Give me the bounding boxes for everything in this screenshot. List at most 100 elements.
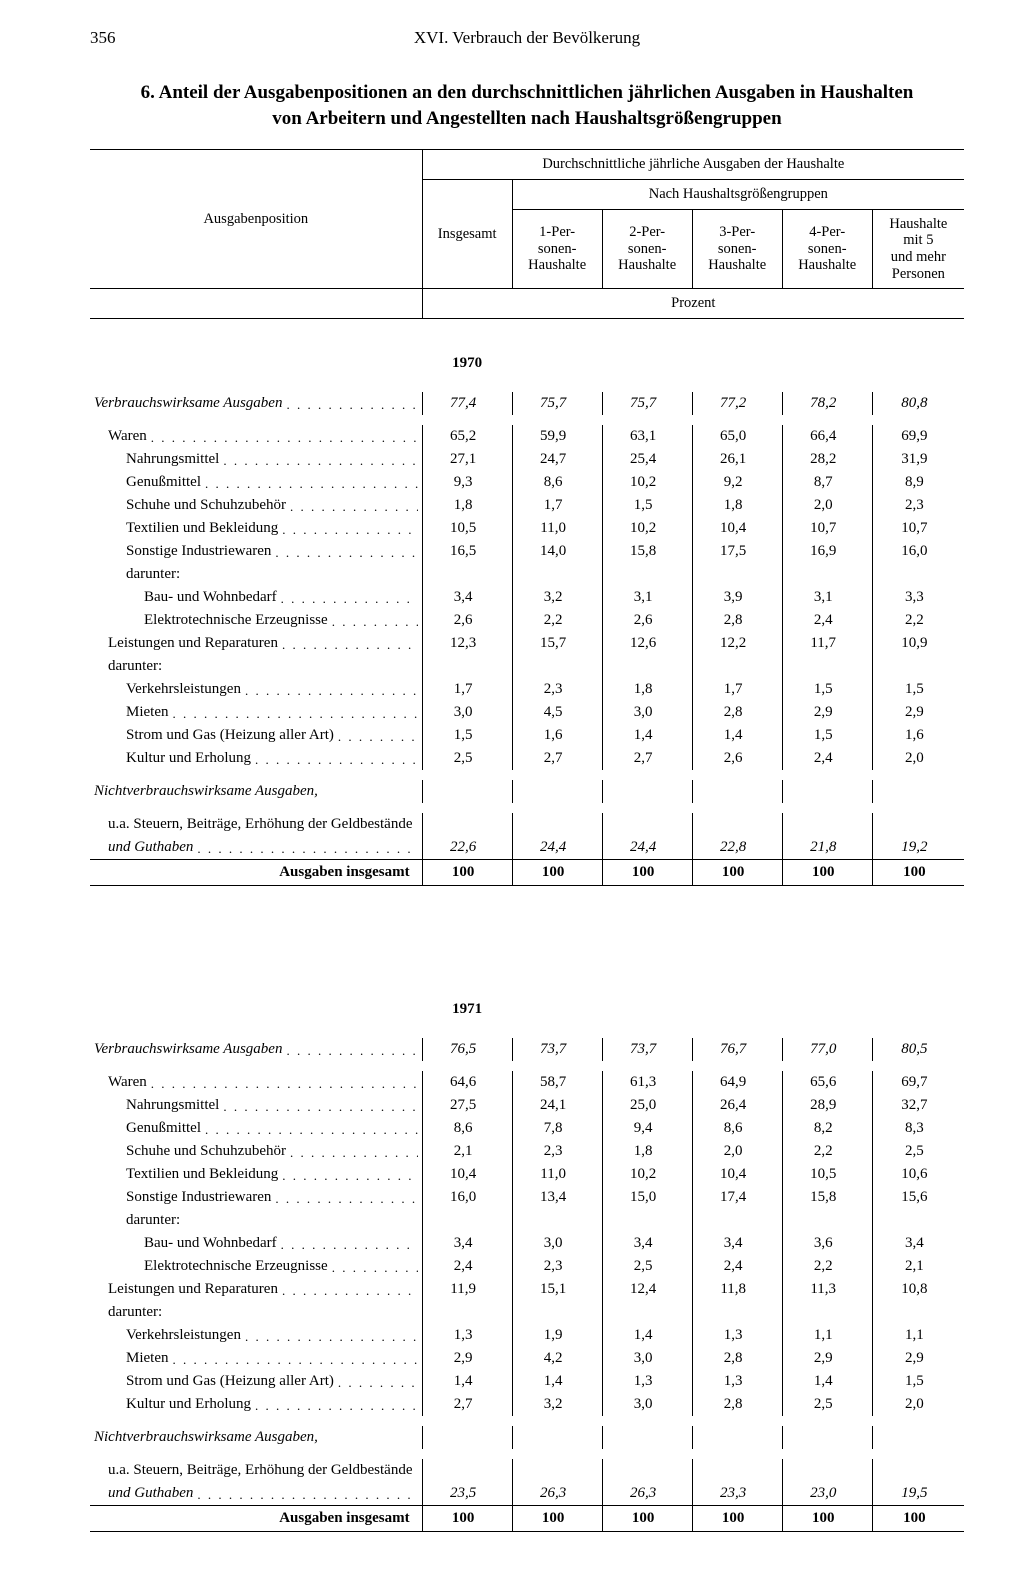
row-label: darunter:: [90, 655, 422, 678]
cell: 2,0: [692, 1140, 782, 1163]
cell: 8,9: [872, 471, 964, 494]
cell: [782, 780, 872, 803]
cell: 2,3: [512, 678, 602, 701]
cell: [782, 655, 872, 678]
total-cell: 100: [872, 1506, 964, 1532]
cell: [602, 780, 692, 803]
cell: 10,8: [872, 1278, 964, 1301]
cell: 23,0: [782, 1482, 872, 1506]
cell: 26,1: [692, 448, 782, 471]
cell: 1,5: [602, 494, 692, 517]
cell: 28,2: [782, 448, 872, 471]
cell: 66,4: [782, 425, 872, 448]
row-label: Schuhe und Schuhzubehör. . . . . . . . .…: [90, 494, 422, 517]
col-group: 4-Per-sonen-Haushalte: [782, 209, 872, 289]
cell: 3,0: [602, 1393, 692, 1416]
cell: [602, 1209, 692, 1232]
row-label: Bau- und Wohnbedarf. . . . . . . . . . .…: [90, 1232, 422, 1255]
cell: 19,5: [872, 1482, 964, 1506]
row-label: Leistungen und Reparaturen. . . . . . . …: [90, 632, 422, 655]
cell: 22,6: [422, 836, 512, 860]
cell: 2,9: [782, 1347, 872, 1370]
cell: 11,9: [422, 1278, 512, 1301]
row-label: Kultur und Erholung. . . . . . . . . . .…: [90, 1393, 422, 1416]
total-cell: 100: [872, 859, 964, 885]
cell: 15,8: [602, 540, 692, 563]
cell: 3,4: [422, 1232, 512, 1255]
col-group: 2-Per-sonen-Haushalte: [602, 209, 692, 289]
row-label: Bau- und Wohnbedarf. . . . . . . . . . .…: [90, 586, 422, 609]
cell: [422, 1426, 512, 1449]
cell: 2,1: [422, 1140, 512, 1163]
cell: 1,3: [602, 1370, 692, 1393]
cell: [692, 780, 782, 803]
cell: 2,0: [872, 1393, 964, 1416]
cell: 2,5: [872, 1140, 964, 1163]
cell: 2,7: [602, 747, 692, 770]
cell: 64,6: [422, 1071, 512, 1094]
cell: [872, 1301, 964, 1324]
cell: 11,0: [512, 1163, 602, 1186]
cell: 2,3: [512, 1255, 602, 1278]
col-sub: Nach Haushaltsgrößengruppen: [512, 179, 964, 209]
row-label: Verbrauchswirksame Ausgaben. . . . . . .…: [90, 1038, 422, 1061]
cell: 1,4: [602, 1324, 692, 1347]
cell: [512, 1301, 602, 1324]
cell: 26,3: [512, 1482, 602, 1506]
row-label: Schuhe und Schuhzubehör. . . . . . . . .…: [90, 1140, 422, 1163]
cell: [512, 1426, 602, 1449]
cell: 2,2: [512, 609, 602, 632]
row-label: Strom und Gas (Heizung aller Art). . . .…: [90, 1370, 422, 1393]
cell: 2,9: [872, 701, 964, 724]
cell: 3,3: [872, 586, 964, 609]
cell: 1,1: [872, 1324, 964, 1347]
cell: 2,5: [422, 747, 512, 770]
cell: [512, 655, 602, 678]
cell: 21,8: [782, 836, 872, 860]
total-cell: 100: [602, 859, 692, 885]
unit-label: Prozent: [422, 289, 964, 319]
cell: 3,0: [602, 1347, 692, 1370]
cell: 69,7: [872, 1071, 964, 1094]
cell: 2,2: [782, 1255, 872, 1278]
cell: 2,9: [782, 701, 872, 724]
cell: 11,0: [512, 517, 602, 540]
cell: 25,0: [602, 1094, 692, 1117]
cell: 22,8: [692, 836, 782, 860]
col-group: Haushaltemit 5und mehrPersonen: [872, 209, 964, 289]
cell: [782, 563, 872, 586]
col-label: Ausgabenposition: [90, 150, 422, 289]
cell: 1,3: [692, 1370, 782, 1393]
row-label: Nahrungsmittel. . . . . . . . . . . . . …: [90, 1094, 422, 1117]
page-number: 356: [90, 28, 116, 48]
cell: 11,3: [782, 1278, 872, 1301]
cell: 2,5: [602, 1255, 692, 1278]
cell: 1,8: [692, 494, 782, 517]
cell: 26,4: [692, 1094, 782, 1117]
cell: 11,8: [692, 1278, 782, 1301]
cell: 17,4: [692, 1186, 782, 1209]
cell: 1,8: [602, 678, 692, 701]
total-cell: 100: [512, 859, 602, 885]
cell: [422, 1459, 512, 1482]
cell: [512, 563, 602, 586]
cell: 16,0: [872, 540, 964, 563]
row-label: Verbrauchswirksame Ausgaben. . . . . . .…: [90, 392, 422, 415]
cell: [872, 1426, 964, 1449]
cell: 73,7: [602, 1038, 692, 1061]
cell: 65,2: [422, 425, 512, 448]
cell: 11,7: [782, 632, 872, 655]
cell: [602, 1459, 692, 1482]
cell: 76,7: [692, 1038, 782, 1061]
cell: 1,4: [512, 1370, 602, 1393]
cell: 10,4: [422, 1163, 512, 1186]
row-label: u.a. Steuern, Beiträge, Erhöhung der Gel…: [90, 1459, 422, 1482]
cell: 12,3: [422, 632, 512, 655]
cell: 2,6: [602, 609, 692, 632]
cell: 2,5: [782, 1393, 872, 1416]
cell: 2,7: [422, 1393, 512, 1416]
cell: 64,9: [692, 1071, 782, 1094]
cell: 3,2: [512, 1393, 602, 1416]
cell: [872, 1459, 964, 1482]
row-label: Waren. . . . . . . . . . . . . . . . . .…: [90, 425, 422, 448]
